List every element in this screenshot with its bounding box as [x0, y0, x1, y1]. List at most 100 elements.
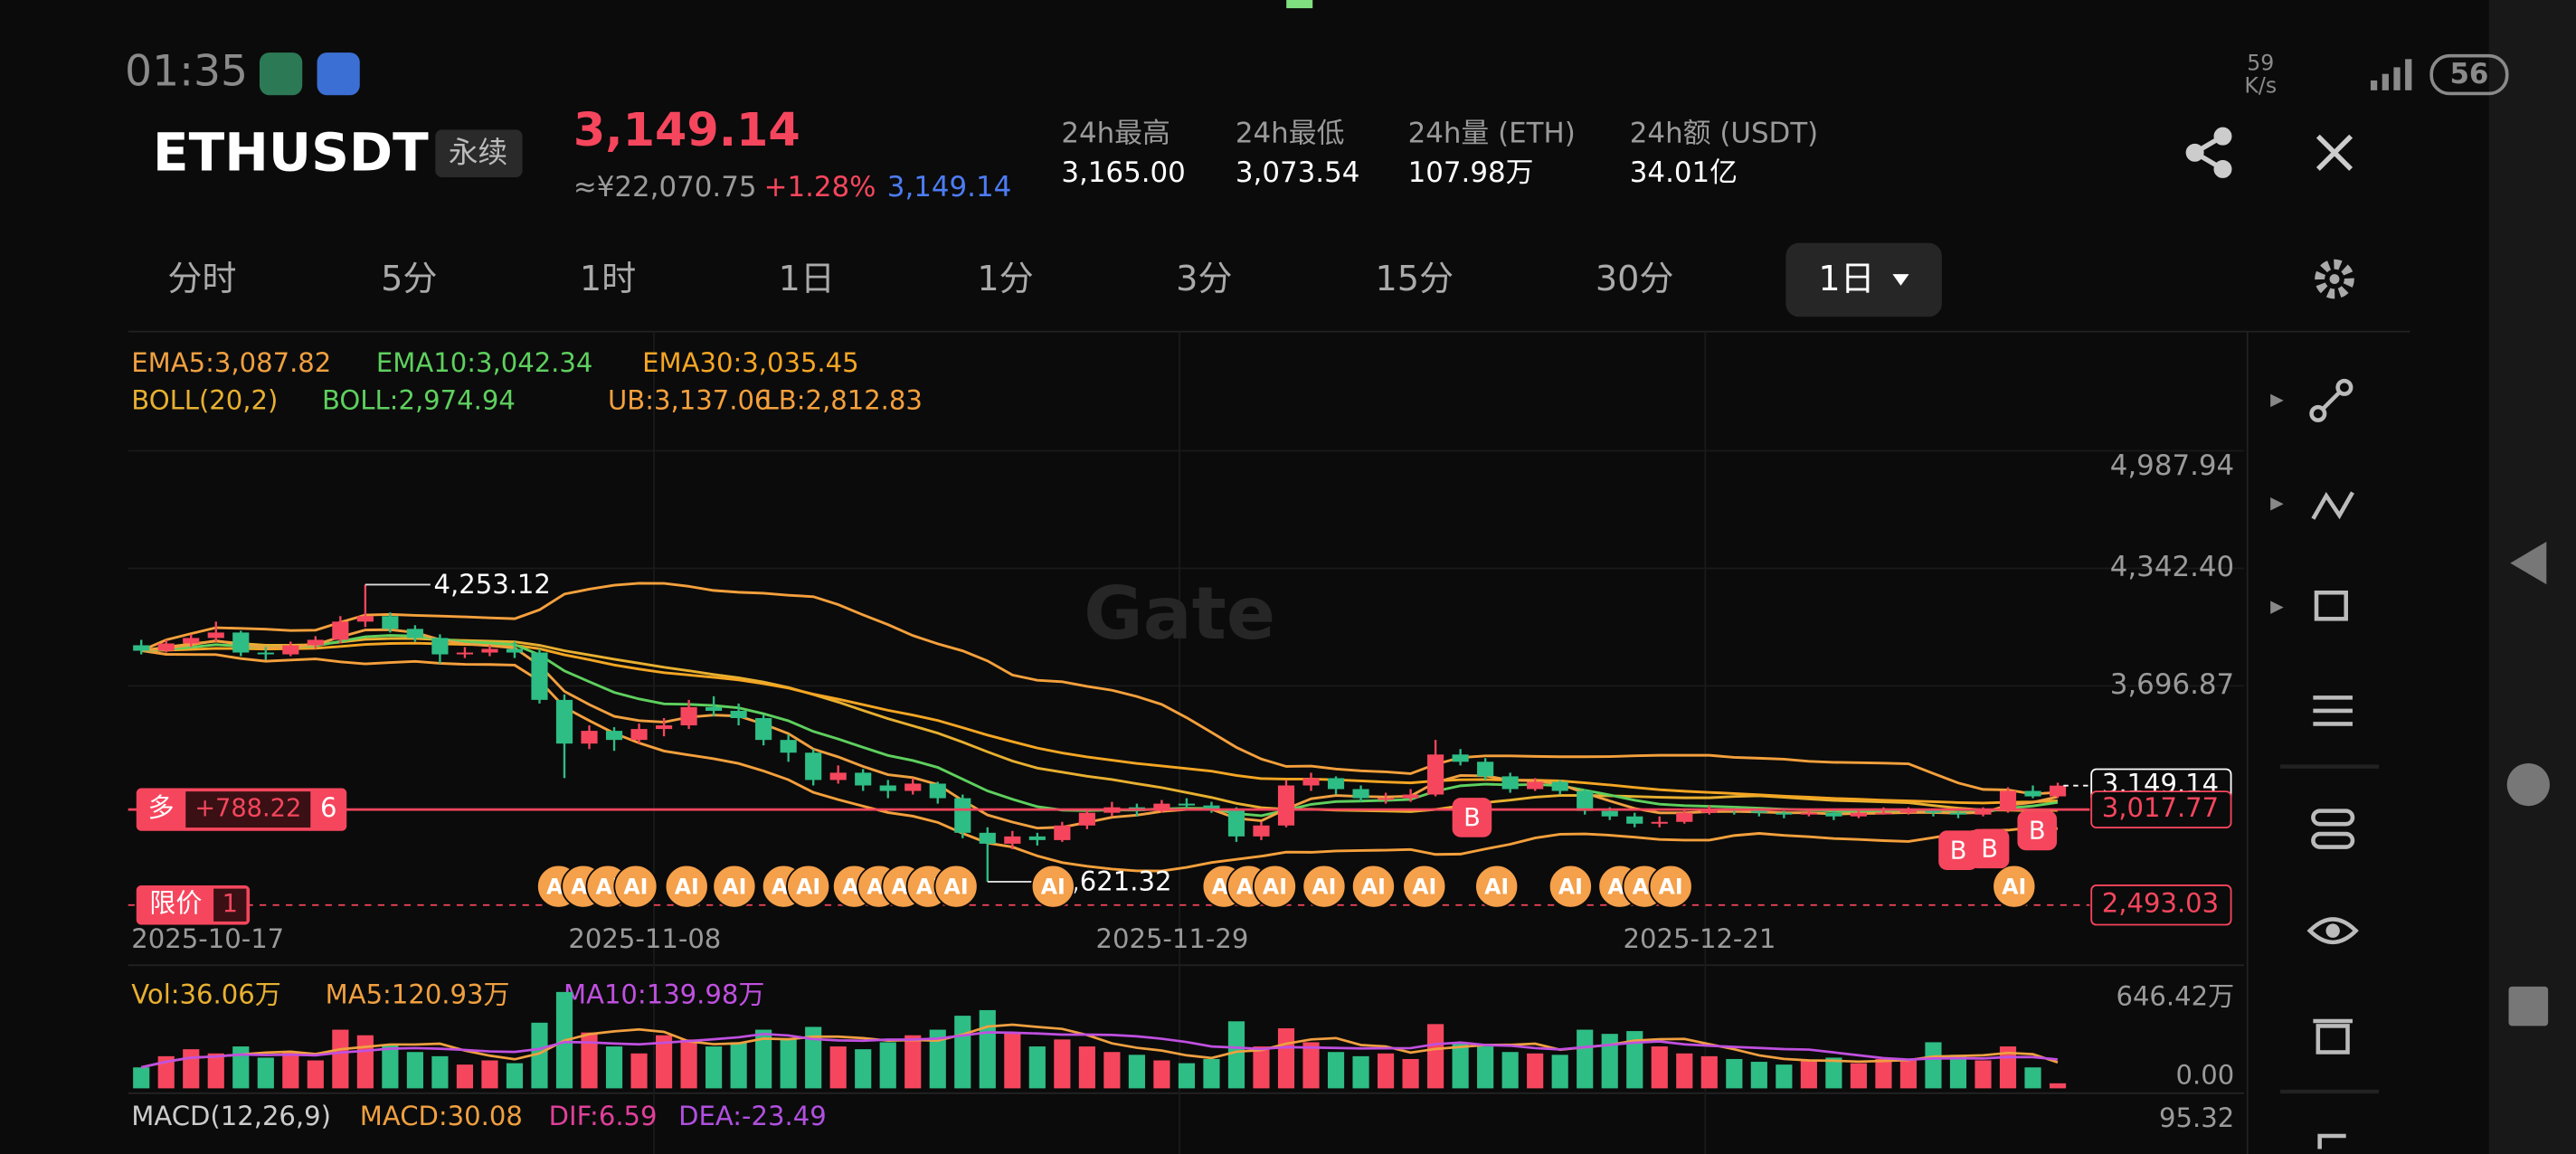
tab[interactable]: 1分 [977, 259, 1033, 298]
ai-marker-label: AI [944, 874, 969, 899]
nav-bar [2488, 0, 2576, 1154]
ai-marker-label: AI [1361, 874, 1386, 899]
app-icon [259, 52, 303, 96]
buy-marker[interactable] [1452, 798, 1492, 837]
ai-marker[interactable] [613, 864, 658, 909]
candle-body [1078, 812, 1095, 826]
tab[interactable]: 分时 [167, 259, 236, 298]
volume-bar [904, 1035, 922, 1089]
ai-marker[interactable] [1402, 864, 1447, 909]
volume-bar [157, 1055, 175, 1089]
candle-body [356, 616, 374, 622]
volume-bar [1651, 1046, 1668, 1089]
volume-bar [1626, 1031, 1643, 1089]
buy-marker[interactable] [1938, 830, 1978, 870]
ai-marker[interactable] [1648, 864, 1693, 909]
volume-bar [680, 1039, 697, 1089]
close-button[interactable] [2316, 134, 2353, 171]
tool-eye[interactable] [2306, 917, 2359, 944]
change: +1.28% [764, 171, 876, 203]
volume-bar [1004, 1032, 1021, 1089]
candle-body [1054, 825, 1071, 840]
settings-button[interactable] [2315, 259, 2354, 299]
macd-legend: MACD(12,26,9) [131, 1101, 331, 1131]
candle-body [1551, 781, 1568, 791]
candle-body [655, 725, 673, 730]
ai-marker[interactable] [1474, 864, 1520, 909]
stat-value: 3,073.54 [1236, 156, 1359, 189]
nav-back[interactable] [2510, 541, 2547, 585]
volume-bar [1452, 1042, 1469, 1089]
volume-bar [307, 1060, 324, 1089]
candle-body [1577, 790, 1594, 811]
ema-legend: EMA5:3,087.82 [131, 347, 331, 378]
boll-legend: BOLL:2,974.94 [322, 385, 516, 416]
indicator [1286, 0, 1313, 9]
volume-ma10 [140, 1031, 2059, 1069]
tab[interactable]: 3分 [1176, 259, 1232, 298]
ai-marker[interactable] [1030, 864, 1075, 909]
ai-marker[interactable] [712, 864, 757, 909]
volume-tick-label: 0.00 [2175, 1060, 2234, 1091]
candle-body [1949, 812, 1967, 815]
y-tick-label: 4,342.40 [2110, 551, 2234, 583]
volume-bar [133, 1067, 150, 1089]
volume-bar [1750, 1062, 1767, 1089]
volume-bar [1776, 1064, 1793, 1089]
tab[interactable]: 1时 [580, 259, 636, 298]
macd-legend: DIF:6.59 [549, 1101, 658, 1131]
candle-body [805, 752, 822, 780]
nav-recent[interactable] [2508, 986, 2549, 1026]
tab[interactable]: 15分 [1376, 259, 1454, 298]
contract-badge [435, 129, 523, 178]
buy-marker[interactable] [2017, 810, 2058, 851]
symbol: ETHUSDT [153, 122, 429, 184]
share-button[interactable] [2185, 127, 2232, 178]
tool-undo[interactable] [2317, 1133, 2346, 1149]
tab-selected[interactable]: 1日 [1818, 259, 1874, 298]
tool-trend[interactable] [2311, 491, 2354, 520]
ai-marker[interactable] [786, 864, 831, 909]
candle-body [630, 729, 648, 741]
tab-selected-bg [1785, 242, 1942, 317]
ai-marker-label: AI [1659, 874, 1683, 899]
volume-bar [755, 1029, 772, 1089]
net-speed: 59 [2247, 50, 2274, 75]
ai-marker[interactable] [1302, 864, 1347, 909]
position-price-label: 3,017.77 [2102, 792, 2219, 823]
ai-marker[interactable] [1548, 864, 1593, 909]
ai-marker[interactable] [1992, 864, 2037, 909]
tab[interactable]: 1日 [779, 259, 835, 298]
app-icon [317, 52, 360, 96]
stat-label: 24h额 (USDT) [1630, 117, 1818, 149]
tab[interactable]: 30分 [1596, 259, 1674, 298]
candle-body [1700, 809, 1718, 813]
ai-marker[interactable] [1252, 864, 1297, 909]
volume-bar [1925, 1042, 1942, 1089]
ema5-line [141, 628, 2059, 830]
buy-marker-label: B [1981, 836, 1998, 864]
ai-marker[interactable] [1350, 864, 1396, 909]
tool-shape[interactable] [2314, 590, 2348, 621]
tab[interactable]: 5分 [381, 259, 437, 298]
volume-bar [630, 1053, 648, 1089]
tool-line[interactable] [2309, 378, 2353, 422]
tool-adjust[interactable] [2313, 695, 2353, 726]
ai-marker[interactable] [664, 864, 709, 909]
volume-bar [1875, 1058, 1892, 1089]
buy-marker[interactable] [1969, 828, 2010, 869]
ai-marker[interactable] [933, 864, 979, 909]
nav-home[interactable] [2506, 763, 2550, 807]
candle-body [481, 648, 498, 653]
candle-body [382, 616, 399, 629]
candle-body [1253, 825, 1270, 837]
tool-delete[interactable] [2313, 1018, 2353, 1055]
candle-body [1327, 778, 1345, 790]
candle-body [157, 643, 175, 651]
tool-magnet[interactable] [2311, 809, 2355, 849]
candle-body [829, 772, 847, 780]
battery-level: 56 [2449, 58, 2488, 90]
candle-body [1875, 812, 1892, 815]
position-qty: 6 [320, 792, 336, 823]
